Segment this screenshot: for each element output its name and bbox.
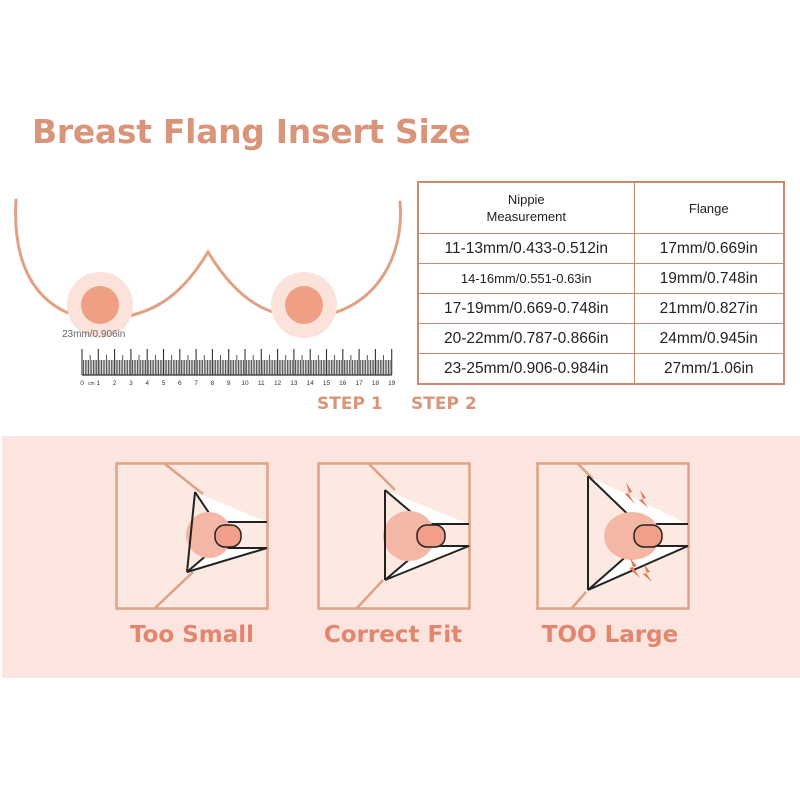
flange-wall: [186, 491, 196, 573]
ruler-tick-label: 18: [372, 380, 380, 387]
flange-size-cell: 19mm/0.748in: [633, 263, 785, 294]
ruler-tick-label: 12: [274, 380, 282, 387]
nipple-range-cell: 23-25mm/0.906-0.984in: [417, 353, 635, 385]
pain-lightning-icon: [629, 558, 640, 578]
table-row: 23-25mm/0.906-0.984in 27mm/1.06in: [417, 353, 785, 385]
ruler-tick-label: 2: [113, 380, 117, 387]
ruler-tick-label: 14: [307, 380, 315, 387]
ruler-tick-label: 9: [227, 380, 231, 387]
breast-outline: [14, 198, 402, 321]
fit-label-correct-fit: Correct Fit: [323, 622, 463, 648]
areola: [383, 511, 435, 561]
nipple-shape: [214, 524, 242, 548]
ruler-tick-label: 11: [258, 380, 265, 387]
table-row: 17-19mm/0.669-0.748in 21mm/0.827in: [417, 293, 785, 324]
too-small-illustration: [115, 462, 269, 610]
header-flange: Flange: [633, 181, 785, 234]
ruler-tick-label: 16: [339, 380, 347, 387]
fit-label-too-large: TOO Large: [541, 622, 679, 648]
table-row: 11-13mm/0.433-0.512in 17mm/0.669in: [417, 233, 785, 264]
correct-fit-illustration: [317, 462, 471, 610]
ruler-tick-label: 10: [241, 380, 249, 387]
ruler-tick-label: 0: [80, 380, 84, 387]
ruler-tick-label: 8: [211, 380, 215, 387]
flange-size-cell: 27mm/1.06in: [633, 353, 785, 385]
ruler-unit-label: cm: [88, 381, 95, 387]
fit-comparison-panel: Too Small Correct Fit TOO Large: [2, 436, 800, 678]
breast-diagonal: [356, 463, 396, 609]
left-nipple: [67, 272, 133, 338]
ruler-tick-label: 5: [162, 380, 166, 387]
right-nipple-dot: [285, 286, 323, 324]
flange-size-cell: 21mm/0.827in: [633, 293, 785, 324]
nipple-range-cell: 17-19mm/0.669-0.748in: [417, 293, 635, 324]
breast-measure-diagram: 23mm/0.906in 0 1 2 3 4 5 6 7 8 9 10 11 12 13 14 15 16 17 1…: [14, 198, 402, 387]
flange-size-table: Nippie Measurement Flange 11-13mm/0.433-…: [417, 181, 785, 385]
breast-diagonal: [154, 463, 204, 609]
nipple-range-cell: 20-22mm/0.787-0.866in: [417, 323, 635, 354]
ruler-tick-label: 4: [145, 380, 149, 387]
ruler-tick-label: 13: [290, 380, 298, 387]
too-large-illustration: [536, 462, 690, 610]
pain-lightning-icon: [625, 482, 635, 504]
flange-size-cell: 24mm/0.945in: [633, 323, 785, 354]
step-1-label: STEP 1: [317, 394, 383, 414]
right-nipple: [271, 272, 337, 338]
step-2-label: STEP 2: [411, 394, 477, 414]
nipple-size-annotation: 23mm/0.906in: [62, 329, 125, 340]
ruler-tick-label: 1: [96, 380, 100, 387]
ruler-tick-label: 7: [194, 380, 198, 387]
breast-diagonal: [571, 463, 595, 609]
nipple-shape: [633, 524, 663, 548]
nipple-range-cell: 11-13mm/0.433-0.512in: [417, 233, 635, 264]
left-nipple-dot: [81, 286, 119, 324]
flange-size-cell: 17mm/0.669in: [633, 233, 785, 264]
ruler-tick-label: 3: [129, 380, 133, 387]
ruler-tick-label: 15: [323, 380, 331, 387]
table-header-row: Nippie Measurement Flange: [417, 181, 785, 234]
table-row: 14-16mm/0.551-0.63in 19mm/0.748in: [417, 263, 785, 294]
header-nipple-measurement: Nippie Measurement: [417, 181, 635, 234]
areola: [604, 512, 660, 560]
nipple-range-cell: 14-16mm/0.551-0.63in: [417, 263, 635, 294]
ruler-tick-label: 6: [178, 380, 182, 387]
table-row: 20-22mm/0.787-0.866in 24mm/0.945in: [417, 323, 785, 354]
fit-label-too-small: Too Small: [129, 622, 255, 648]
nipple-shape: [416, 524, 446, 548]
ruler-tick-label: 19: [388, 380, 396, 387]
page-title: Breast Flang Insert Size: [32, 112, 471, 151]
ruler-tick-label: 17: [355, 380, 363, 387]
